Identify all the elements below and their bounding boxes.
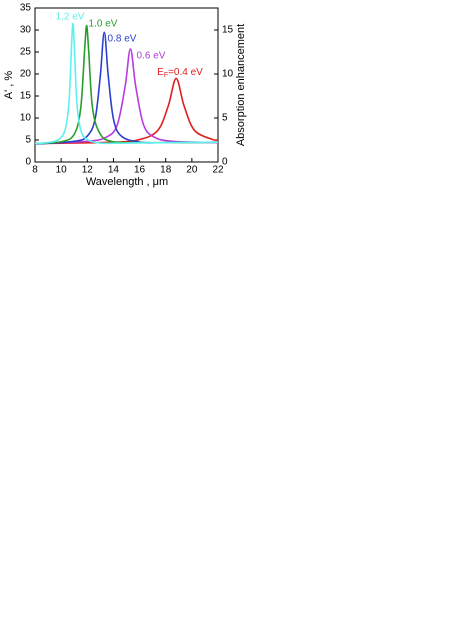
- x-tick-label: 18: [160, 165, 172, 176]
- y-tick-label: 25: [20, 47, 32, 58]
- y-tick-label: 20: [20, 69, 32, 80]
- plot-frame: [34, 7, 219, 163]
- x-tick-label: 14: [108, 165, 120, 176]
- y-tick-label: 5: [25, 135, 31, 146]
- series-label: 0.8 eV: [108, 34, 137, 45]
- y-tick-label: 35: [20, 3, 32, 14]
- series-label-part: F: [164, 72, 168, 79]
- y2-tick-label: 5: [222, 113, 228, 124]
- y2-tick-label: 15: [222, 25, 234, 36]
- y-tick-label: 10: [20, 113, 32, 124]
- y-axis-title: A' , %: [3, 71, 15, 100]
- x-tick-label: 16: [134, 165, 146, 176]
- series-line: [34, 22, 219, 145]
- series-label: EF=0.4 eV: [157, 67, 203, 79]
- series-label-part: =0.4 eV: [168, 67, 203, 78]
- y-tick-label: 15: [20, 91, 32, 102]
- x-tick-label: 10: [56, 165, 68, 176]
- x-axis-title: Wavelength , μm: [86, 176, 168, 188]
- y2-tick-label: 0: [222, 157, 228, 168]
- x-tick-label: 22: [212, 165, 224, 176]
- series-label: 1.0 eV: [89, 19, 118, 30]
- series-label: 1.2 eV: [56, 12, 85, 23]
- y2-tick-label: 10: [222, 69, 234, 80]
- series-label: 0.6 eV: [137, 51, 166, 62]
- x-tick-label: 8: [32, 165, 38, 176]
- y-tick-label: 30: [20, 25, 32, 36]
- series-label-part: E: [157, 67, 164, 78]
- series-line: [34, 31, 219, 145]
- x-tick-label: 20: [186, 165, 198, 176]
- x-tick-label: 12: [82, 165, 94, 176]
- y2-axis-title: Absorption enhancement: [235, 24, 247, 146]
- series-line: [34, 77, 219, 145]
- y-tick-label: 0: [25, 157, 31, 168]
- series-line: [34, 48, 219, 145]
